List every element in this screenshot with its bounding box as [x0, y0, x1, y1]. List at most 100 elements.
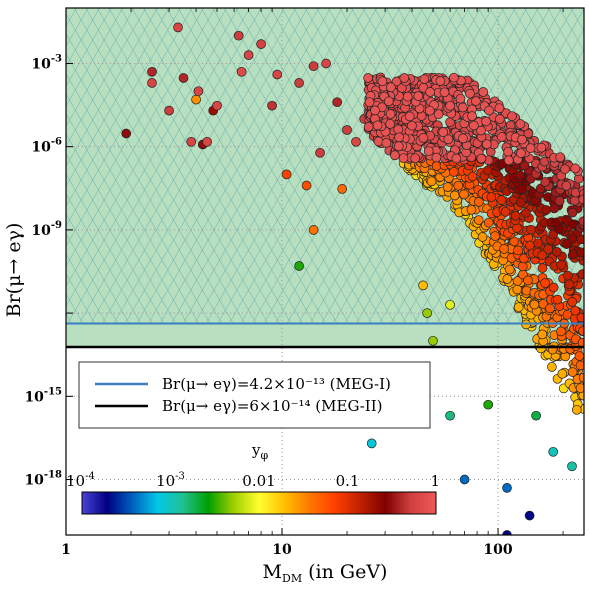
data-point — [541, 205, 552, 215]
data-point — [515, 197, 526, 208]
data-point — [540, 177, 551, 187]
data-point — [424, 105, 435, 116]
data-point — [551, 246, 562, 257]
y-tick-label: 10-15 — [24, 386, 62, 405]
data-point — [571, 404, 582, 415]
data-point — [385, 109, 396, 119]
data-point — [455, 93, 466, 104]
data-point — [442, 182, 453, 192]
data-point — [418, 133, 429, 143]
data-point — [494, 103, 505, 114]
data-point — [413, 91, 424, 101]
data-point — [540, 278, 550, 288]
data-point — [457, 102, 468, 113]
data-point — [332, 97, 343, 108]
data-point — [431, 152, 442, 163]
data-point — [372, 120, 383, 131]
data-point — [474, 197, 484, 207]
data-point — [342, 125, 352, 135]
data-point — [164, 105, 174, 116]
colorbar-tick-label: 0.1 — [336, 472, 360, 490]
data-point — [512, 276, 523, 286]
data-point — [202, 136, 212, 147]
data-point — [548, 282, 559, 293]
data-point — [537, 329, 548, 340]
data-point — [466, 204, 477, 215]
data-point — [537, 250, 548, 261]
scatter-points — [121, 22, 584, 535]
data-point — [256, 39, 266, 49]
plot-frame — [65, 7, 585, 536]
data-point — [243, 50, 254, 60]
data-point — [267, 100, 277, 111]
data-point — [576, 312, 584, 323]
data-point — [390, 150, 400, 161]
data-point — [554, 196, 565, 206]
data-point — [490, 231, 500, 241]
data-point — [556, 326, 566, 337]
data-point — [577, 269, 584, 279]
data-point — [512, 284, 523, 295]
data-point — [567, 367, 578, 377]
data-point — [484, 105, 494, 116]
data-point — [398, 153, 409, 164]
data-point — [308, 61, 319, 72]
data-point — [574, 351, 584, 361]
y-tick-label: 10-18 — [24, 470, 62, 489]
data-point — [147, 78, 157, 88]
x-axis-title: MDM (in GeV) — [263, 561, 388, 585]
data-point — [449, 72, 459, 83]
data-point — [486, 192, 497, 203]
data-point — [337, 184, 348, 194]
data-point — [549, 203, 560, 214]
data-point — [504, 264, 515, 275]
data-point — [500, 206, 511, 217]
data-point — [525, 143, 536, 154]
data-point — [471, 96, 481, 106]
data-point — [552, 294, 563, 305]
data-point — [435, 76, 446, 86]
colorbar-tick-label: 0.01 — [242, 472, 275, 490]
data-point — [422, 308, 433, 318]
data-point — [517, 134, 527, 145]
y-axis-title: Br(μ→ eγ) — [3, 223, 25, 318]
data-point — [301, 180, 312, 191]
data-point — [473, 215, 484, 225]
colorbar-gradient — [81, 491, 437, 515]
data-point — [321, 58, 331, 69]
data-point — [524, 510, 535, 521]
data-point — [212, 100, 222, 111]
data-point — [555, 152, 566, 163]
x-tick-label: 1 — [61, 542, 71, 558]
data-point — [483, 399, 494, 410]
data-point — [531, 410, 541, 421]
data-point — [494, 114, 505, 124]
data-point — [509, 236, 520, 247]
data-point — [394, 132, 404, 143]
colorbar-tick-label: 10-3 — [156, 471, 185, 490]
data-point — [538, 299, 549, 309]
data-point — [519, 160, 530, 171]
data-point — [236, 66, 247, 77]
data-point — [459, 189, 469, 200]
data-point — [478, 87, 489, 97]
data-point — [451, 153, 462, 164]
data-point — [459, 474, 470, 485]
data-point — [550, 218, 561, 228]
data-point — [294, 261, 304, 271]
data-point — [445, 410, 455, 421]
data-point — [366, 438, 377, 449]
data-point — [449, 190, 460, 201]
data-point — [418, 280, 428, 291]
legend: Br(μ→ eγ)=4.2×10⁻¹³ (MEG-I) Br(μ→ eγ)=6×1… — [78, 361, 431, 429]
data-point — [517, 261, 528, 272]
data-point — [567, 297, 578, 307]
data-point — [481, 116, 491, 127]
data-point — [481, 139, 492, 150]
y-tick-label: 10-6 — [31, 137, 62, 156]
data-point — [575, 360, 584, 371]
data-point — [515, 119, 526, 129]
data-point — [570, 305, 581, 316]
data-point — [548, 446, 559, 457]
